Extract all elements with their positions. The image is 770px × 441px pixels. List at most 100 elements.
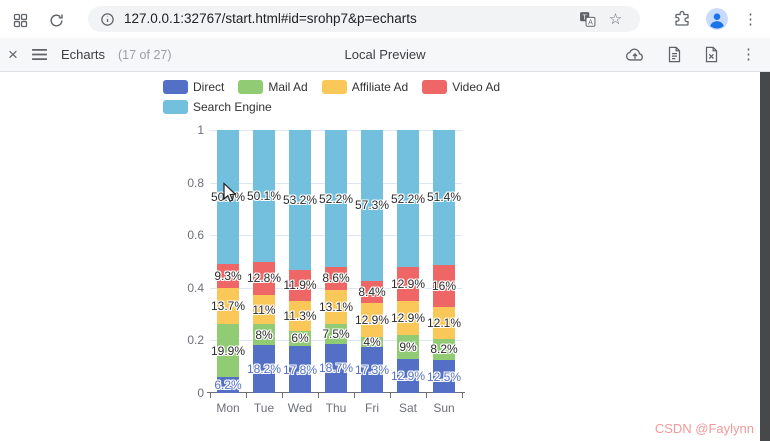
bar-segment-direct[interactable] bbox=[289, 346, 311, 393]
bar-segment-affiliate-ad[interactable] bbox=[433, 306, 455, 339]
bar-segment-mail-ad[interactable] bbox=[253, 324, 275, 346]
bar-value-label: 12.8% bbox=[246, 271, 282, 286]
x-axis-category-label: Tue bbox=[253, 401, 275, 415]
bar-value-label: 11% bbox=[252, 302, 276, 317]
bar-segment-video-ad[interactable] bbox=[325, 267, 347, 290]
url-bar[interactable]: 127.0.0.1:32767/start.html#id=srohp7&p=e… bbox=[88, 6, 640, 32]
bar-value-label: 8% bbox=[255, 327, 273, 342]
legend-label: Search Engine bbox=[193, 100, 272, 114]
browser-menu-kebab-icon[interactable]: ⋮ bbox=[743, 10, 758, 28]
bookmark-star-icon[interactable]: ☆ bbox=[608, 11, 623, 28]
bar-segment-direct[interactable] bbox=[361, 347, 383, 393]
bar-segment-mail-ad[interactable] bbox=[361, 336, 383, 348]
cloud-upload-icon[interactable] bbox=[625, 46, 645, 63]
profile-avatar[interactable] bbox=[706, 8, 728, 30]
bar-segment-search-engine[interactable] bbox=[361, 130, 383, 281]
legend-marker bbox=[163, 100, 188, 114]
x-axis-tick bbox=[318, 393, 319, 398]
site-info-icon[interactable] bbox=[99, 11, 116, 28]
legend-item-direct[interactable]: Direct bbox=[163, 80, 224, 94]
svg-text:T: T bbox=[583, 14, 588, 22]
legend-item-affiliate-ad[interactable]: Affiliate Ad bbox=[321, 80, 408, 94]
y-axis-label: 0.6 bbox=[187, 228, 204, 243]
bar-value-label: 6% bbox=[291, 331, 309, 346]
legend-item-search-engine[interactable]: Search Engine bbox=[163, 100, 272, 114]
bar-segment-video-ad[interactable] bbox=[397, 267, 419, 302]
bar-segment-mail-ad[interactable] bbox=[289, 330, 311, 347]
bar-value-label: 16% bbox=[431, 278, 457, 293]
x-axis-tick bbox=[426, 393, 427, 398]
bar-segment-affiliate-ad[interactable] bbox=[289, 300, 311, 331]
translate-icon[interactable]: T A bbox=[579, 11, 596, 28]
bar-segment-search-engine[interactable] bbox=[433, 130, 455, 265]
hamburger-menu-icon[interactable] bbox=[31, 48, 48, 61]
legend-item-mail-ad[interactable]: Mail Ad bbox=[238, 80, 308, 94]
bar-segment-affiliate-ad[interactable] bbox=[217, 288, 239, 325]
x-axis-category-label: Fri bbox=[365, 401, 379, 415]
preview-count: (17 of 27) bbox=[118, 47, 172, 62]
bar-value-label: 53.2% bbox=[282, 192, 318, 207]
bar-segment-direct[interactable] bbox=[433, 360, 455, 393]
y-axis-label: 0.2 bbox=[187, 333, 204, 348]
close-preview-icon[interactable]: × bbox=[8, 45, 18, 64]
bar-value-label: 17.8% bbox=[282, 362, 318, 377]
document-close-icon[interactable] bbox=[704, 46, 719, 63]
bar-segment-search-engine[interactable] bbox=[397, 130, 419, 268]
bar-segment-mail-ad[interactable] bbox=[433, 338, 455, 361]
bar-value-label: 12.5% bbox=[426, 369, 462, 384]
bar-segment-direct[interactable] bbox=[253, 345, 275, 393]
x-axis-category-label: Sun bbox=[433, 401, 455, 415]
bar-value-label: 50.9% bbox=[210, 189, 246, 204]
bar-value-label: 18.7% bbox=[318, 361, 354, 376]
bar-segment-direct[interactable] bbox=[217, 376, 239, 393]
bar-value-label: 13.1% bbox=[318, 299, 354, 314]
legend-marker bbox=[238, 80, 264, 94]
legend-marker bbox=[163, 80, 188, 94]
bar-value-label: 52.2% bbox=[390, 191, 426, 206]
apps-grid-icon[interactable] bbox=[10, 10, 30, 30]
url-text: 127.0.0.1:32767/start.html#id=srohp7&p=e… bbox=[124, 11, 417, 26]
document-icon[interactable] bbox=[667, 46, 682, 63]
bar-segment-affiliate-ad[interactable] bbox=[253, 295, 275, 325]
bar-segment-search-engine[interactable] bbox=[325, 130, 347, 268]
bar-value-label: 12.9% bbox=[390, 277, 426, 292]
x-axis-tick bbox=[390, 393, 391, 398]
bar-segment-direct[interactable] bbox=[325, 343, 347, 393]
legend-item-video-ad[interactable]: Video Ad bbox=[422, 80, 500, 94]
bar-value-label: 13.7% bbox=[210, 299, 246, 314]
bar-value-label: 52.2% bbox=[318, 191, 354, 206]
bar-value-label: 19.9% bbox=[210, 343, 246, 358]
bar-segment-video-ad[interactable] bbox=[253, 261, 275, 296]
reload-icon[interactable] bbox=[46, 10, 66, 30]
x-axis-category-label: Mon bbox=[216, 401, 240, 415]
bar-segment-video-ad[interactable] bbox=[217, 263, 239, 289]
bar-segment-affiliate-ad[interactable] bbox=[325, 289, 347, 325]
y-axis-label: 0 bbox=[197, 386, 204, 400]
bar-value-label: 57.3% bbox=[354, 198, 390, 213]
vertical-scrollbar[interactable] bbox=[760, 72, 770, 441]
bar-segment-search-engine[interactable] bbox=[253, 130, 275, 262]
bar-segment-mail-ad[interactable] bbox=[397, 335, 419, 360]
bar-segment-video-ad[interactable] bbox=[361, 280, 383, 303]
bar-value-label: 12.9% bbox=[390, 369, 426, 384]
plot-area: 0 0.2 0.4 0.6 0.8 1 6.2% 19.9% 13.7% 9.3% 50.9% Mon… bbox=[187, 123, 465, 415]
bar-segment-affiliate-ad[interactable] bbox=[361, 302, 383, 337]
bar-segment-affiliate-ad[interactable] bbox=[397, 301, 419, 336]
bar-segment-search-engine[interactable] bbox=[289, 130, 311, 270]
bar-value-label: 12.1% bbox=[426, 315, 462, 330]
bar-segment-mail-ad[interactable] bbox=[325, 324, 347, 344]
x-axis-tick bbox=[282, 393, 283, 398]
legend-label: Direct bbox=[193, 80, 225, 94]
x-axis-category-label: Wed bbox=[287, 401, 313, 415]
bar-segment-direct[interactable] bbox=[397, 359, 419, 393]
extensions-puzzle-icon[interactable] bbox=[673, 10, 691, 28]
legend-marker bbox=[422, 80, 448, 94]
bar-segment-video-ad[interactable] bbox=[433, 264, 455, 307]
bar-value-label: 11.9% bbox=[283, 278, 317, 293]
bar-segment-video-ad[interactable] bbox=[289, 269, 311, 301]
preview-menu-kebab-icon[interactable]: ⋮ bbox=[741, 46, 756, 63]
x-axis-tick bbox=[354, 393, 355, 398]
bar-value-label: 8.4% bbox=[358, 284, 386, 299]
bar-segment-mail-ad[interactable] bbox=[217, 324, 239, 377]
bar-value-label: 11.3% bbox=[283, 308, 317, 323]
